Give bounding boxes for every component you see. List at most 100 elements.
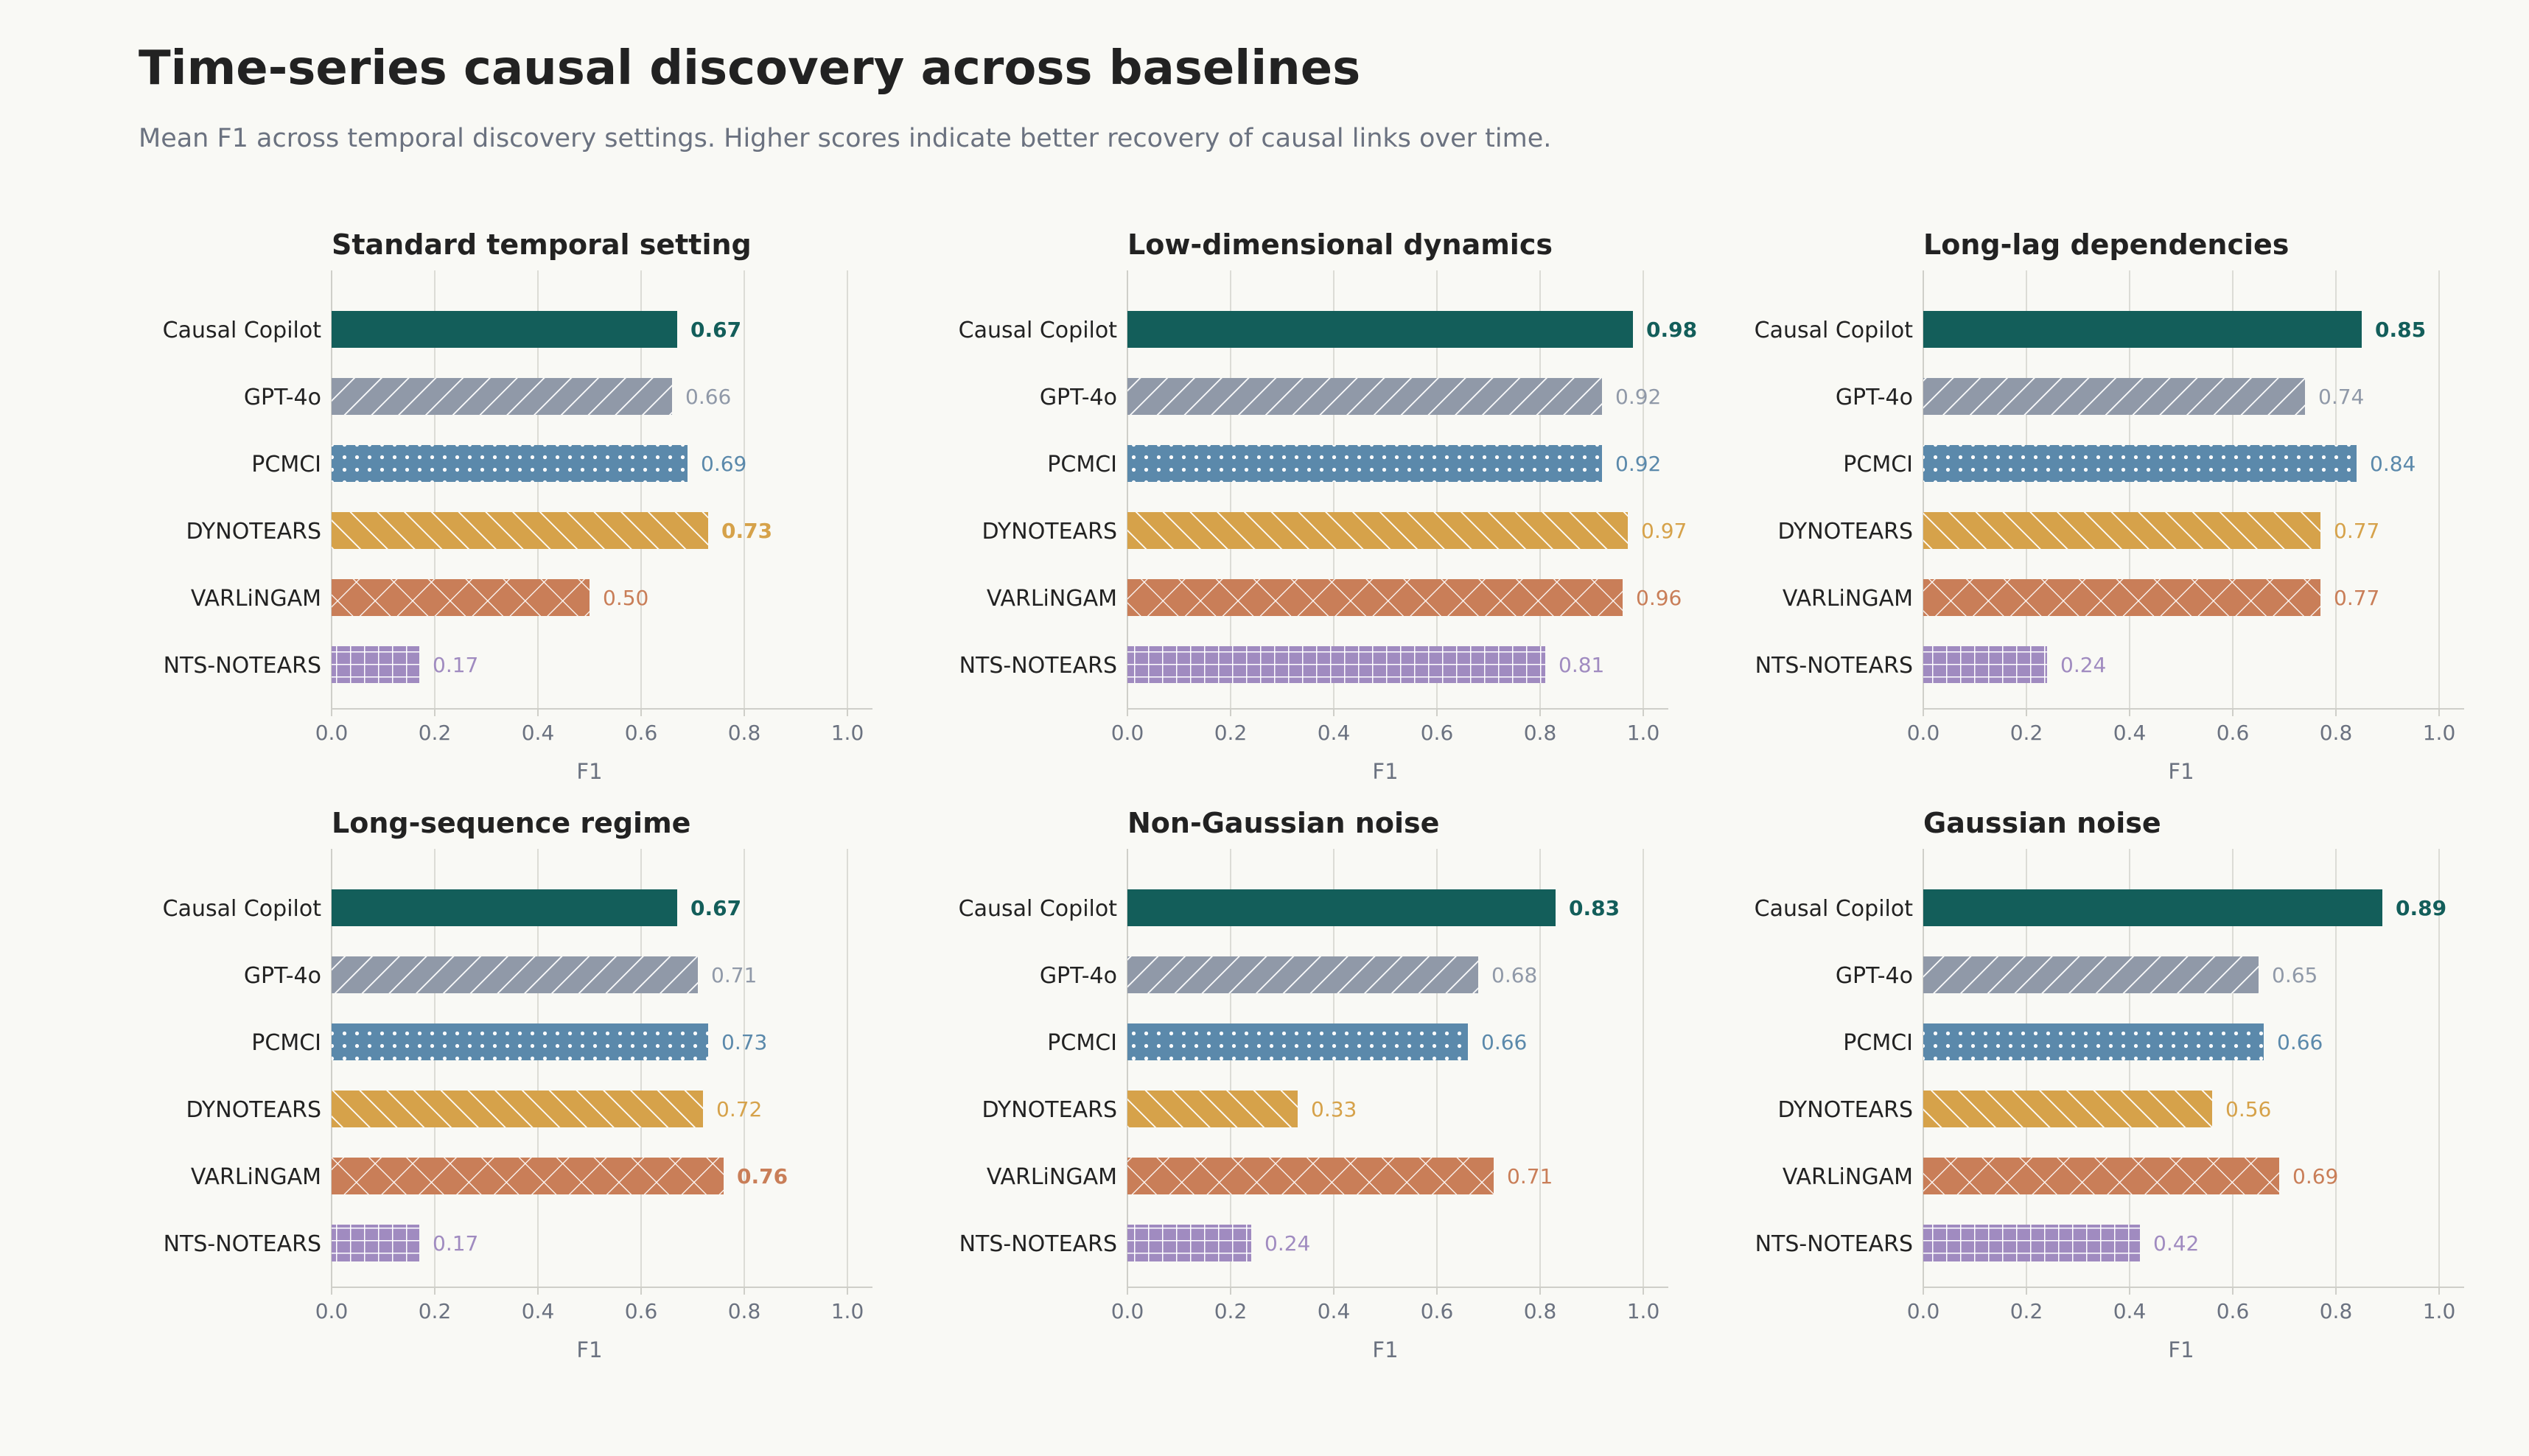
chart-panel-long-lag-dependencies: Long-lag dependencies 0.0 0.2 0.4 0.6 0.8 1.0 F… <box>1755 228 2464 784</box>
bar-causal-copilot <box>332 311 677 348</box>
bar-dynotears <box>332 512 708 549</box>
bar-pcmci <box>332 445 688 482</box>
chart-panel-long-sequence-regime: Long-sequence regime 0.0 0.2 0.4 0.6 0.8 1.0 F1… <box>163 807 872 1362</box>
value-label-dynotears: 0.33 <box>1311 1097 1357 1121</box>
category-label-dynotears: DYNOTEARS <box>186 1097 321 1123</box>
category-label-gpt-4o: GPT-4o <box>244 385 321 410</box>
value-label-causal-copilot: 0.89 <box>2396 896 2446 920</box>
x-tick-label: 0.2 <box>2010 721 2043 745</box>
chart-panel-standard-temporal-setting: Standard temporal setting 0.0 0.2 0.4 0.6 0.8… <box>163 228 872 784</box>
panel-title: Standard temporal setting <box>332 228 752 261</box>
bar-nts-notears <box>1127 646 1545 683</box>
bar-dynotears <box>1923 1091 2212 1127</box>
value-label-causal-copilot: 0.67 <box>690 318 741 342</box>
bar-gpt-4o <box>332 378 672 415</box>
value-label-nts-notears: 0.81 <box>1559 653 1604 677</box>
value-label-dynotears: 0.72 <box>716 1097 762 1121</box>
value-label-gpt-4o: 0.68 <box>1491 963 1537 987</box>
x-axis-label: F1 <box>1372 1337 1398 1362</box>
bar-gpt-4o <box>1923 378 2305 415</box>
x-tick-label: 0.2 <box>1214 1299 1248 1323</box>
value-label-causal-copilot: 0.67 <box>690 896 741 920</box>
x-tick-label: 0.0 <box>1111 1299 1144 1323</box>
x-tick-label: 0.4 <box>522 721 555 745</box>
bar-varlingam <box>332 579 590 616</box>
bar-varlingam <box>332 1158 724 1194</box>
panel-title: Long-sequence regime <box>332 807 690 839</box>
value-label-gpt-4o: 0.92 <box>1615 385 1661 409</box>
value-label-causal-copilot: 0.83 <box>1569 896 1620 920</box>
bar-gpt-4o <box>332 956 698 993</box>
chart-panel-non-gaussian-noise: Non-Gaussian noise 0.0 0.2 0.4 0.6 0.8 1.0 F1 Ca… <box>959 807 1668 1362</box>
x-tick-label: 0.4 <box>1318 1299 1351 1323</box>
category-label-causal-copilot: Causal Copilot <box>163 318 322 343</box>
bar-pcmci <box>1127 1023 1468 1060</box>
panel-title: Long-lag dependencies <box>1923 228 2289 261</box>
bar-varlingam <box>1923 1158 2279 1194</box>
x-tick-label: 0.0 <box>315 1299 349 1323</box>
category-label-dynotears: DYNOTEARS <box>1777 519 1913 545</box>
category-label-causal-copilot: Causal Copilot <box>163 896 322 922</box>
category-label-nts-notears: NTS-NOTEARS <box>959 1231 1117 1257</box>
x-tick-label: 1.0 <box>831 1299 864 1323</box>
category-label-nts-notears: NTS-NOTEARS <box>164 653 321 679</box>
value-label-gpt-4o: 0.65 <box>2272 963 2318 987</box>
category-label-varlingam: VARLiNGAM <box>1783 586 1913 612</box>
value-label-pcmci: 0.73 <box>721 1030 767 1054</box>
bar-causal-copilot <box>1923 889 2382 926</box>
x-tick-label: 0.6 <box>625 1299 658 1323</box>
x-tick-label: 1.0 <box>2423 721 2456 745</box>
value-label-gpt-4o: 0.74 <box>2318 385 2364 409</box>
category-label-gpt-4o: GPT-4o <box>1836 963 1913 989</box>
x-axis-label: F1 <box>1372 759 1398 784</box>
x-tick-label: 0.6 <box>2217 1299 2250 1323</box>
value-label-nts-notears: 0.17 <box>433 1231 478 1256</box>
x-axis-label: F1 <box>2168 1337 2194 1362</box>
x-tick-label: 0.4 <box>522 1299 555 1323</box>
value-label-varlingam: 0.96 <box>1636 586 1682 610</box>
panel-title: Non-Gaussian noise <box>1127 807 1439 839</box>
bar-nts-notears <box>1127 1225 1251 1261</box>
category-label-nts-notears: NTS-NOTEARS <box>959 653 1117 679</box>
value-label-nts-notears: 0.42 <box>2153 1231 2199 1256</box>
category-label-varlingam: VARLiNGAM <box>191 1164 321 1190</box>
bar-dynotears <box>1127 1091 1298 1127</box>
x-tick-label: 0.8 <box>1524 1299 1557 1323</box>
panel-title: Gaussian noise <box>1923 807 2161 839</box>
x-tick-label: 0.6 <box>625 721 658 745</box>
bar-pcmci <box>1923 445 2357 482</box>
bar-gpt-4o <box>1127 378 1602 415</box>
value-label-pcmci: 0.66 <box>1481 1030 1527 1054</box>
value-label-dynotears: 0.56 <box>2225 1097 2271 1121</box>
bar-pcmci <box>1923 1023 2264 1060</box>
x-tick-label: 0.0 <box>1907 1299 1940 1323</box>
category-label-nts-notears: NTS-NOTEARS <box>1755 1231 1913 1257</box>
value-label-causal-copilot: 0.85 <box>2375 318 2426 342</box>
value-label-varlingam: 0.50 <box>603 586 648 610</box>
x-axis-label: F1 <box>576 1337 602 1362</box>
value-label-pcmci: 0.92 <box>1615 452 1661 476</box>
x-tick-label: 0.6 <box>2217 721 2250 745</box>
value-label-varlingam: 0.77 <box>2334 586 2379 610</box>
figure-subtitle: Mean F1 across temporal discovery settin… <box>139 124 1552 153</box>
category-label-pcmci: PCMCI <box>1047 1030 1117 1056</box>
category-label-gpt-4o: GPT-4o <box>1040 385 1117 410</box>
value-label-pcmci: 0.66 <box>2277 1030 2323 1054</box>
category-label-varlingam: VARLiNGAM <box>987 1164 1117 1190</box>
category-label-gpt-4o: GPT-4o <box>1040 963 1117 989</box>
value-label-gpt-4o: 0.66 <box>685 385 731 409</box>
category-label-nts-notears: NTS-NOTEARS <box>1755 653 1913 679</box>
category-label-pcmci: PCMCI <box>1843 1030 1913 1056</box>
category-label-varlingam: VARLiNGAM <box>987 586 1117 612</box>
bar-nts-notears <box>1923 1225 2140 1261</box>
category-label-dynotears: DYNOTEARS <box>982 519 1117 545</box>
value-label-nts-notears: 0.24 <box>2060 653 2106 677</box>
x-tick-label: 0.4 <box>2113 1299 2147 1323</box>
x-tick-label: 0.6 <box>1421 1299 1454 1323</box>
category-label-nts-notears: NTS-NOTEARS <box>164 1231 321 1257</box>
x-tick-label: 0.8 <box>728 721 761 745</box>
category-label-dynotears: DYNOTEARS <box>982 1097 1117 1123</box>
bar-dynotears <box>332 1091 703 1127</box>
